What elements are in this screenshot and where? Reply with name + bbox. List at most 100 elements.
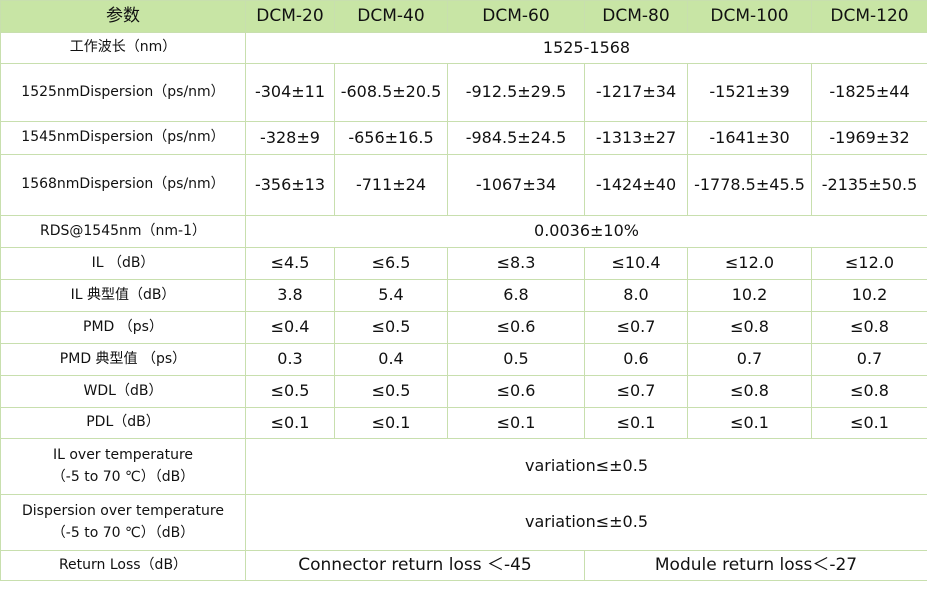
wavelength-value: 1525-1568 — [245, 32, 927, 64]
pmd-cell: ≤0.8 — [811, 311, 927, 344]
dispersion-cell: -912.5±29.5 — [447, 63, 585, 122]
dispersion-cell: -656±16.5 — [334, 121, 448, 155]
pmd-cell: ≤0.8 — [687, 311, 812, 344]
dispersion-cell: -1067±34 — [447, 154, 585, 216]
il-typical-cell: 10.2 — [811, 279, 927, 312]
row-label: 工作波长（nm） — [0, 32, 246, 64]
wdl-cell: ≤0.8 — [811, 375, 927, 408]
il-typical-cell: 6.8 — [447, 279, 585, 312]
row-label: 1568nmDispersion（ps/nm） — [0, 154, 246, 216]
il-cell: ≤6.5 — [334, 247, 448, 280]
pdl-cell: ≤0.1 — [584, 407, 688, 439]
row-dispersion-1525: 1525nmDispersion（ps/nm） -304±11 -608.5±2… — [0, 63, 927, 122]
row-label-line: （-5 to 70 ℃）（dB） — [51, 468, 195, 485]
il-typical-cell: 5.4 — [334, 279, 448, 312]
row-label: PMD 典型值 （ps） — [0, 343, 246, 376]
dispersion-cell: -1825±44 — [811, 63, 927, 122]
wdl-cell: ≤0.6 — [447, 375, 585, 408]
dispersion-cell: -1424±40 — [584, 154, 688, 216]
dispersion-cell: -1521±39 — [687, 63, 812, 122]
disp-temp-value: variation≤±0.5 — [245, 494, 927, 551]
row-label: IL 典型值（dB） — [0, 279, 246, 312]
row-pmd-typical: PMD 典型值 （ps） 0.3 0.4 0.5 0.6 0.7 0.7 — [0, 343, 927, 376]
dispersion-cell: -1641±30 — [687, 121, 812, 155]
dispersion-cell: -608.5±20.5 — [334, 63, 448, 122]
pmd-cell: ≤0.4 — [245, 311, 335, 344]
row-label: IL （dB） — [0, 247, 246, 280]
dispersion-cell: -356±13 — [245, 154, 335, 216]
il-cell: ≤10.4 — [584, 247, 688, 280]
row-il-over-temperature: IL over temperature （-5 to 70 ℃）（dB） var… — [0, 438, 927, 495]
dispersion-cell: -1969±32 — [811, 121, 927, 155]
dispersion-cell: -1313±27 — [584, 121, 688, 155]
module-return-loss: Module return loss＜-27 — [584, 550, 927, 581]
dispersion-cell: -2135±50.5 — [811, 154, 927, 216]
row-label-line: Dispersion over temperature — [22, 502, 224, 519]
row-label: PDL（dB） — [0, 407, 246, 439]
row-label: Dispersion over temperature （-5 to 70 ℃）… — [0, 494, 246, 551]
row-dispersion-over-temperature: Dispersion over temperature （-5 to 70 ℃）… — [0, 494, 927, 551]
row-pdl: PDL（dB） ≤0.1 ≤0.1 ≤0.1 ≤0.1 ≤0.1 ≤0.1 — [0, 407, 927, 439]
dispersion-cell: -304±11 — [245, 63, 335, 122]
pmd-typical-cell: 0.7 — [687, 343, 812, 376]
rds-value: 0.0036±10% — [245, 215, 927, 248]
row-rds: RDS@1545nm（nm-1） 0.0036±10% — [0, 215, 927, 248]
row-label: IL over temperature （-5 to 70 ℃）（dB） — [0, 438, 246, 495]
row-dispersion-1545: 1545nmDispersion（ps/nm） -328±9 -656±16.5… — [0, 121, 927, 155]
row-label: RDS@1545nm（nm-1） — [0, 215, 246, 248]
pmd-cell: ≤0.5 — [334, 311, 448, 344]
dispersion-cell: -328±9 — [245, 121, 335, 155]
dispersion-cell: -1217±34 — [584, 63, 688, 122]
row-label-line: （-5 to 70 ℃）（dB） — [51, 524, 195, 541]
wdl-cell: ≤0.8 — [687, 375, 812, 408]
pdl-cell: ≤0.1 — [687, 407, 812, 439]
il-cell: ≤12.0 — [811, 247, 927, 280]
il-typical-cell: 3.8 — [245, 279, 335, 312]
il-cell: ≤12.0 — [687, 247, 812, 280]
header-model: DCM-120 — [811, 0, 927, 33]
row-il-typical: IL 典型值（dB） 3.8 5.4 6.8 8.0 10.2 10.2 — [0, 279, 927, 312]
il-temp-value: variation≤±0.5 — [245, 438, 927, 495]
pdl-cell: ≤0.1 — [245, 407, 335, 439]
row-label: 1525nmDispersion（ps/nm） — [0, 63, 246, 122]
pdl-cell: ≤0.1 — [811, 407, 927, 439]
header-row: 参数 DCM-20 DCM-40 DCM-60 DCM-80 DCM-100 D… — [0, 0, 927, 33]
pmd-typical-cell: 0.5 — [447, 343, 585, 376]
row-wavelength: 工作波长（nm） 1525-1568 — [0, 32, 927, 64]
wdl-cell: ≤0.7 — [584, 375, 688, 408]
pdl-cell: ≤0.1 — [447, 407, 585, 439]
pmd-typical-cell: 0.4 — [334, 343, 448, 376]
connector-return-loss: Connector return loss ＜-45 — [245, 550, 585, 581]
dispersion-cell: -1778.5±45.5 — [687, 154, 812, 216]
il-cell: ≤8.3 — [447, 247, 585, 280]
dispersion-cell: -711±24 — [334, 154, 448, 216]
header-model: DCM-20 — [245, 0, 335, 33]
pmd-cell: ≤0.7 — [584, 311, 688, 344]
wdl-cell: ≤0.5 — [245, 375, 335, 408]
header-model: DCM-100 — [687, 0, 812, 33]
row-label-line: IL over temperature — [52, 446, 194, 463]
row-dispersion-1568: 1568nmDispersion（ps/nm） -356±13 -711±24 … — [0, 154, 927, 216]
dispersion-cell: -984.5±24.5 — [447, 121, 585, 155]
row-label: WDL（dB） — [0, 375, 246, 408]
row-wdl: WDL（dB） ≤0.5 ≤0.5 ≤0.6 ≤0.7 ≤0.8 ≤0.8 — [0, 375, 927, 408]
header-model: DCM-60 — [447, 0, 585, 33]
header-model: DCM-40 — [334, 0, 448, 33]
row-pmd: PMD （ps） ≤0.4 ≤0.5 ≤0.6 ≤0.7 ≤0.8 ≤0.8 — [0, 311, 927, 344]
il-typical-cell: 10.2 — [687, 279, 812, 312]
row-return-loss: Return Loss（dB） Connector return loss ＜-… — [0, 550, 927, 581]
pmd-cell: ≤0.6 — [447, 311, 585, 344]
pmd-typical-cell: 0.6 — [584, 343, 688, 376]
il-cell: ≤4.5 — [245, 247, 335, 280]
header-model: DCM-80 — [584, 0, 688, 33]
pdl-cell: ≤0.1 — [334, 407, 448, 439]
header-param: 参数 — [0, 0, 246, 33]
row-label: Return Loss（dB） — [0, 550, 246, 581]
row-label: 1545nmDispersion（ps/nm） — [0, 121, 246, 155]
wdl-cell: ≤0.5 — [334, 375, 448, 408]
row-il: IL （dB） ≤4.5 ≤6.5 ≤8.3 ≤10.4 ≤12.0 ≤12.0 — [0, 247, 927, 280]
row-label: PMD （ps） — [0, 311, 246, 344]
il-typical-cell: 8.0 — [584, 279, 688, 312]
pmd-typical-cell: 0.3 — [245, 343, 335, 376]
